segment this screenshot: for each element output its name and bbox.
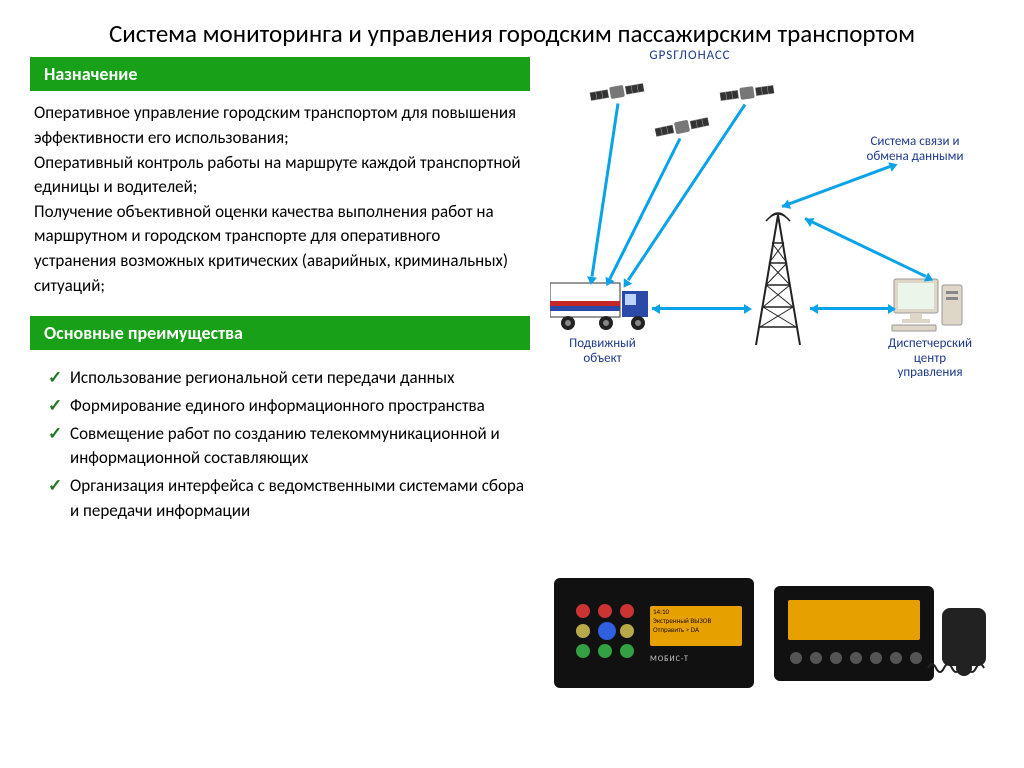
device-label: МОБИС-Т <box>650 654 689 664</box>
diagram-arrow <box>810 307 888 310</box>
content-row: Назначение Оперативное управление городс… <box>0 57 1024 526</box>
advantage-item: Использование региональной сети передачи… <box>48 366 530 391</box>
page-title: Система мониторинга и управления городск… <box>0 0 1024 57</box>
advantage-item: Организация интерфейса с ведомственными … <box>48 474 530 523</box>
radio-tower-icon <box>748 207 808 347</box>
diagram-arrow <box>609 138 682 279</box>
diagram-arrow <box>804 217 926 278</box>
diagram-arrow <box>591 104 620 277</box>
arrow-head-icon <box>810 304 818 314</box>
right-column: GPSГЛОНАСС Система связи иобмена данными… <box>530 57 994 526</box>
secondary-device <box>774 586 934 681</box>
purpose-header: Назначение <box>30 57 530 91</box>
satellite-icon <box>719 80 775 107</box>
advantage-item: Формирование единого информационного про… <box>48 394 530 419</box>
system-diagram: GPSГЛОНАСС Система связи иобмена данными… <box>530 57 990 387</box>
diagram-arrow <box>652 307 744 310</box>
arrow-head-icon <box>586 277 597 286</box>
mobis-t-device: 14:10Экстренный ВЫЗОВОтправить > DA МОБИ… <box>554 578 754 688</box>
left-column: Назначение Оперативное управление городс… <box>30 57 530 526</box>
center-label: Диспетчерскийцентруправления <box>870 337 990 380</box>
satellite-icon <box>654 112 711 143</box>
arrow-head-icon <box>744 304 752 314</box>
mic-cord-icon <box>926 658 996 688</box>
comm-system-label: Система связи иобмена данными <box>850 135 980 164</box>
vehicle-label: Подвижныйобъект <box>545 337 660 366</box>
advantages-header: Основные преимущества <box>30 316 530 350</box>
diagram-arrow <box>781 165 890 208</box>
devices-illustration: 14:10Экстренный ВЫЗОВОтправить > DA МОБИ… <box>554 538 994 708</box>
computer-icon <box>890 277 970 332</box>
advantages-list: Использование региональной сети передачи… <box>30 360 530 523</box>
truck-icon <box>550 277 655 332</box>
device-screen-text: 14:10Экстренный ВЫЗОВОтправить > DA <box>650 606 742 636</box>
arrow-head-icon <box>888 304 896 314</box>
arrow-head-icon <box>652 304 660 314</box>
advantage-item: Совмещение работ по созданию телекоммуни… <box>48 422 530 471</box>
gps-glonass-label: GPSГЛОНАСС <box>630 49 750 63</box>
purpose-body: Оперативное управление городским транспо… <box>30 101 530 316</box>
